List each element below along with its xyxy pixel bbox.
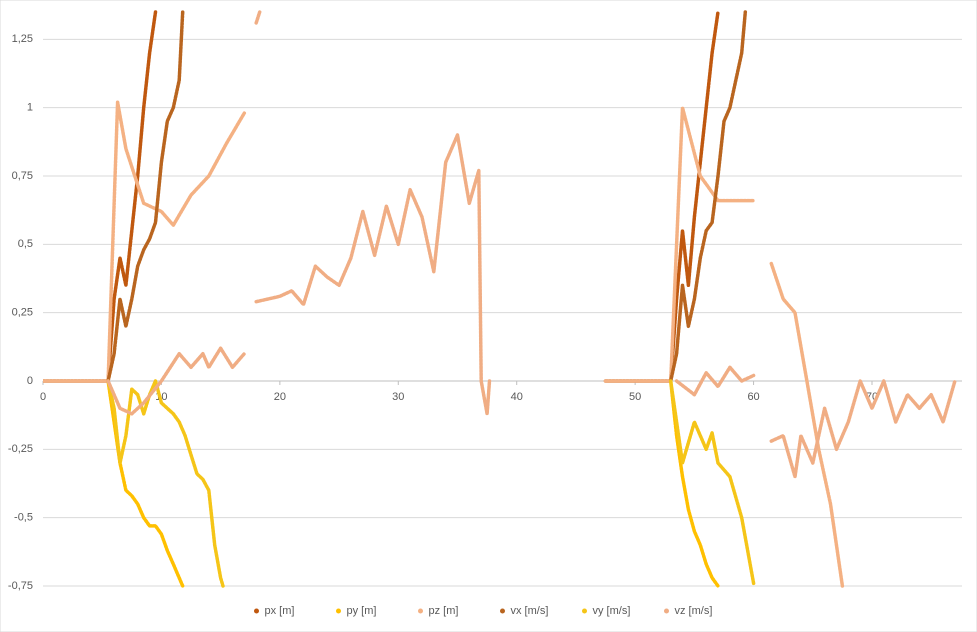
legend-label: vx [m/s] [511,605,549,617]
x-tick-label: 60 [747,391,759,403]
legend-label: vz [m/s] [675,605,713,617]
x-tick-label: 30 [392,391,404,403]
plot-area [43,10,957,588]
y-tick-label: 0,5 [18,238,33,250]
y-tick-label: -0,25 [8,443,33,455]
x-tick-label: 0 [40,391,46,403]
legend-label: px [m] [265,605,295,617]
legend-marker [664,608,669,614]
y-tick-label: 0,25 [12,307,33,319]
legend-label: pz [m] [429,605,459,617]
y-tick-label: -0,75 [8,580,33,592]
series-trace [43,100,845,588]
legend-marker [500,608,505,614]
series-trace [106,10,748,383]
x-tick-label: 20 [274,391,286,403]
legend-marker [582,608,587,614]
y-tick-label: -0,5 [14,512,33,524]
x-tick-label: 40 [511,391,523,403]
legend-marker [418,608,423,614]
series-trace [106,379,756,588]
legend-marker [254,608,259,614]
legend-marker [336,608,341,614]
legend-label: py [m] [347,605,377,617]
x-tick-label: 50 [629,391,641,403]
y-tick-label: 0,75 [12,170,33,182]
legend-label: vy [m/s] [593,605,631,617]
series-trace [106,10,957,479]
y-tick-label: 0 [27,375,33,387]
y-tick-label: 1 [27,102,33,114]
y-tick-label: 1,25 [12,33,33,45]
